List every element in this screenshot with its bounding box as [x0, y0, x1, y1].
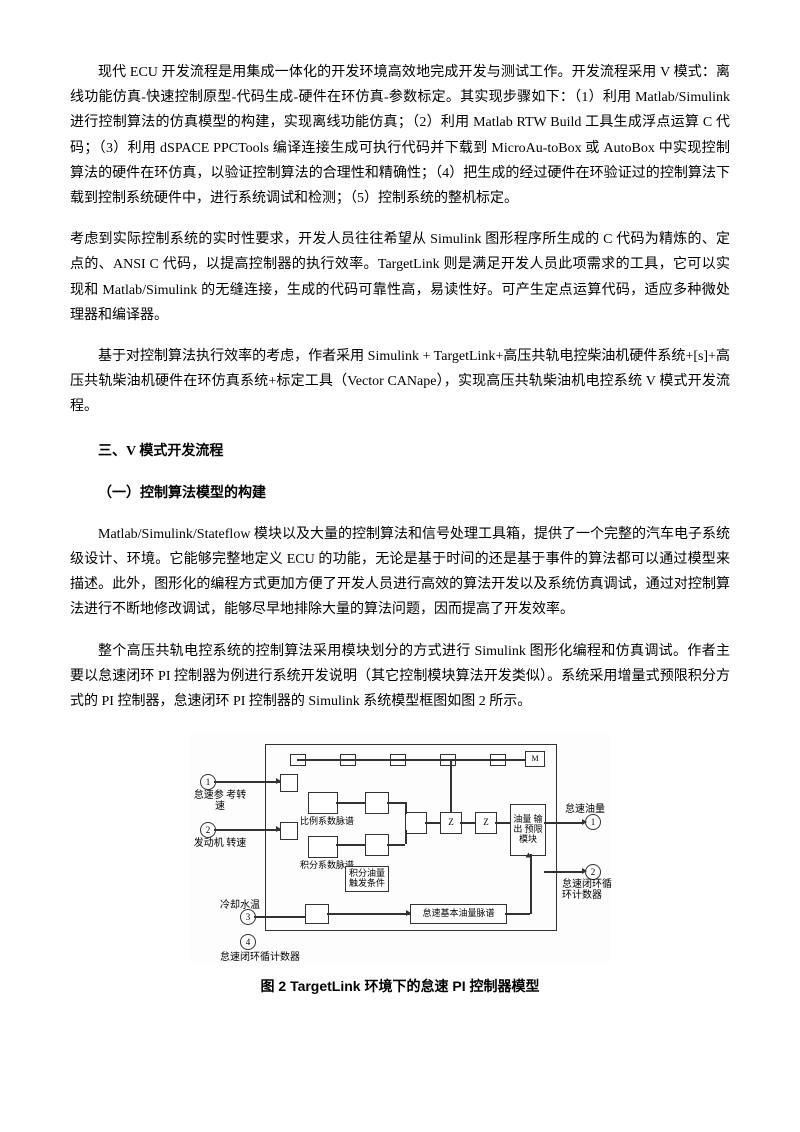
paragraph-4: Matlab/Simulink/Stateflow 模块以及大量的控制算法和信号… [70, 522, 730, 623]
input-label-3: 冷却水温 [220, 897, 260, 915]
arrow-icon [526, 853, 532, 858]
wire [336, 802, 365, 804]
paragraph-2: 考虑到实际控制系统的实时性要求，开发人员往往希望从 Simulink 图形程序所… [70, 227, 730, 328]
wire [544, 871, 584, 873]
wire [460, 822, 475, 824]
integral-map-block [308, 836, 338, 858]
junction-block [280, 822, 298, 840]
paragraph-1: 现代 ECU 开发流程是用集成一体化的开发环境高效地完成开发与测试工作。开发流程… [70, 60, 730, 211]
wire [530, 854, 532, 914]
small-block [305, 904, 329, 924]
input-port-4: 4 [240, 934, 256, 950]
arrow-icon [276, 826, 281, 832]
wire [405, 802, 407, 814]
arrow-icon [582, 819, 587, 825]
arrow-icon [406, 910, 411, 916]
output-port-2: 2 [585, 864, 601, 880]
output-label-1: 怠速油量 [565, 801, 605, 819]
input-label-4: 怠速闭环循计数器 [220, 949, 300, 967]
base-oil-block: 怠速基本油量脉谱 [410, 904, 507, 924]
document-page: 现代 ECU 开发流程是用集成一体化的开发环境高效地完成开发与测试工作。开发流程… [0, 0, 800, 1059]
wire [387, 844, 405, 846]
wire [450, 759, 452, 812]
input-label-2: 发动机 转速 [190, 838, 250, 849]
wire [405, 830, 407, 844]
wire [214, 781, 280, 783]
delay-block: Z [475, 812, 497, 834]
gain-block [365, 834, 389, 856]
ratio-label: 比例系数脉谱 [300, 813, 354, 829]
input-label-1: 怠速参 考转速 [190, 790, 250, 812]
section-heading-3: 三、V 模式开发流程 [70, 439, 730, 464]
output-label-2: 怠速闭环循 环计数器 [562, 879, 617, 901]
wire [336, 844, 365, 846]
wire [495, 822, 510, 824]
wire [214, 829, 280, 831]
gain-block [365, 792, 389, 814]
limit-block: 油量 输出 预限 模块 [510, 804, 546, 856]
wire [297, 759, 525, 761]
figure-2-caption: 图 2 TargetLink 环境下的怠速 PI 控制器模型 [261, 974, 540, 999]
wire [327, 913, 410, 915]
figure-2-diagram: 1 怠速参 考转速 2 发动机 转速 3 冷却水温 4 怠速闭环循计数器 M 比… [190, 734, 610, 964]
wire [425, 822, 440, 824]
trigger-block: 积分油量 触发条件 [345, 866, 389, 892]
arrow-icon [276, 778, 281, 784]
arrow-icon [582, 868, 587, 874]
sum-block [405, 812, 427, 834]
subsection-heading-1: （一）控制算法模型的构建 [70, 481, 730, 506]
wire [505, 913, 530, 915]
delay-block: Z [440, 812, 462, 834]
ratio-map-block [308, 792, 338, 814]
mux-block: M [525, 751, 545, 767]
junction-block [280, 774, 298, 792]
paragraph-5: 整个高压共轨电控系统的控制算法采用模块划分的方式进行 Simulink 图形化编… [70, 639, 730, 715]
wire [387, 802, 405, 804]
wire [544, 822, 584, 824]
figure-2-container: 1 怠速参 考转速 2 发动机 转速 3 冷却水温 4 怠速闭环循计数器 M 比… [70, 734, 730, 999]
paragraph-3: 基于对控制算法执行效率的考虑，作者采用 Simulink + TargetLin… [70, 344, 730, 420]
wire [254, 916, 305, 918]
